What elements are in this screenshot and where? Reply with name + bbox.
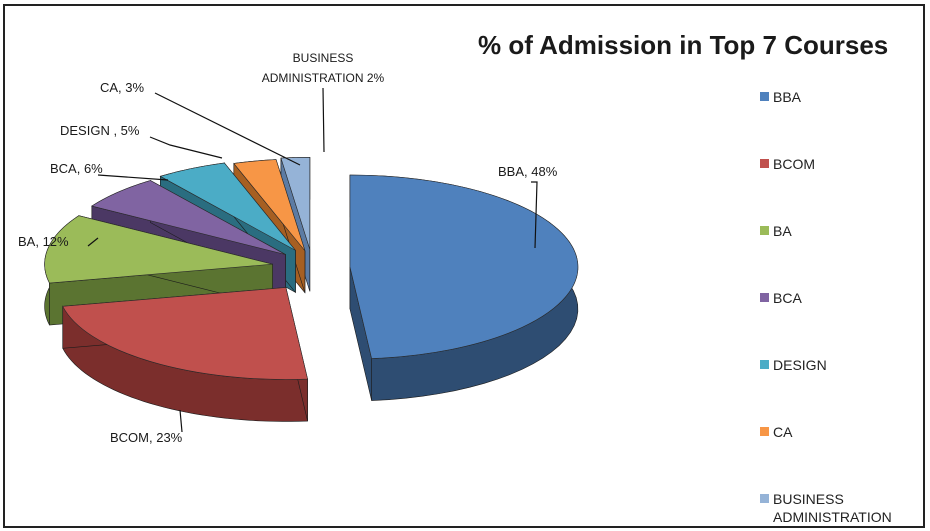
- legend-item-bba: BBA: [760, 88, 913, 106]
- pie-labels: BBA, 48% BCOM, 23% BA, 12% BCA, 6% DESIGN , …: [18, 51, 558, 445]
- leader-line-ca: [154, 92, 301, 166]
- legend-label-business-administration: BUSINESS ADMINISTRATION: [773, 491, 892, 525]
- data-label-design: DESIGN , 5%: [60, 123, 140, 138]
- legend-label-bba: BBA: [773, 89, 802, 105]
- leader-line-ba: [87, 237, 99, 247]
- legend-swatch-ca: [760, 427, 769, 436]
- data-label-ca: CA, 3%: [100, 80, 145, 95]
- legend-swatch-design: [760, 360, 769, 369]
- slice-business-administration: [280, 157, 311, 250]
- data-label-ba: BA, 12%: [18, 234, 69, 249]
- chart-title: % of Admission in Top 7 Courses: [478, 30, 889, 60]
- legend-swatch-bba: [760, 92, 769, 101]
- legend-item-business-administration: BUSINESS ADMINISTRATION: [760, 490, 913, 526]
- legend-label-design: DESIGN: [773, 357, 827, 373]
- leader-line-design: [149, 136, 223, 159]
- legend-label-ca: CA: [773, 424, 793, 440]
- data-label-business-administration: BUSINESS: [293, 51, 354, 65]
- legend-item-ba: BA: [760, 222, 913, 240]
- legend-item-ca: CA: [760, 423, 913, 441]
- legend-swatch-bcom: [760, 159, 769, 168]
- legend-item-design: DESIGN: [760, 356, 913, 374]
- legend-item-bcom: BCOM: [760, 155, 913, 173]
- data-label-bca: BCA, 6%: [50, 161, 103, 176]
- legend-label-bcom: BCOM: [773, 156, 815, 172]
- legend-item-bca: BCA: [760, 289, 913, 307]
- legend-label-bca: BCA: [773, 290, 802, 306]
- slice-ba: [44, 215, 273, 284]
- legend-swatch-business-administration: [760, 494, 769, 503]
- leader-line-bca: [97, 174, 169, 181]
- slice-design: [159, 162, 296, 251]
- data-label-business-administration: ADMINISTRATION 2%: [262, 71, 385, 85]
- legend-swatch-ba: [760, 226, 769, 235]
- data-label-bba: BBA, 48%: [498, 164, 558, 179]
- pie-tops: [44, 157, 579, 380]
- slice-bba: [349, 174, 579, 359]
- slice-ca: [233, 159, 306, 252]
- leader-line-bcom: [179, 409, 183, 433]
- leader-line-business-administration: [322, 87, 325, 153]
- slice-bcom: [62, 287, 308, 380]
- legend-label-ba: BA: [773, 223, 792, 239]
- slice-bca: [91, 180, 286, 255]
- leader-line-bba: [531, 181, 538, 249]
- data-label-bcom: BCOM, 23%: [110, 430, 183, 445]
- legend-swatch-bca: [760, 293, 769, 302]
